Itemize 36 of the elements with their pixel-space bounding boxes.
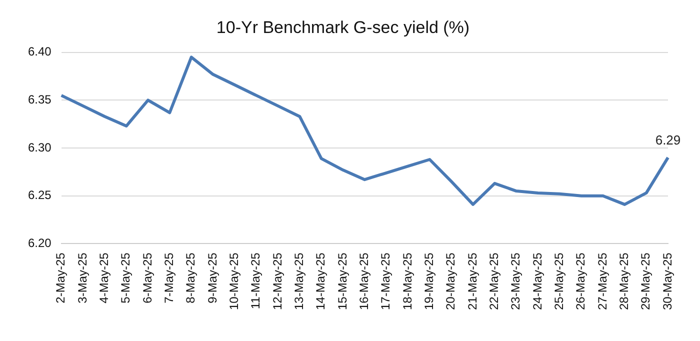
x-tick-label: 16-May-25: [356, 252, 371, 310]
x-tick-label: 23-May-25: [508, 252, 523, 310]
x-tick-label: 24-May-25: [530, 252, 544, 310]
x-tick-label: 14-May-25: [314, 252, 328, 310]
data-label: 6.29: [655, 132, 681, 148]
x-tick-label: 5-May-25: [118, 252, 133, 304]
y-tick-label: 6.35: [28, 92, 52, 107]
x-tick-label: 8-May-25: [184, 252, 198, 304]
x-tick-label: 2-May-25: [54, 252, 68, 304]
x-tick-label: 19-May-25: [422, 252, 436, 310]
x-tick-label: 7-May-25: [162, 252, 176, 304]
x-tick-label: 10-May-25: [226, 252, 241, 310]
x-tick-label: 4-May-25: [97, 252, 111, 304]
x-tick-label: 28-May-25: [616, 252, 631, 310]
y-tick-label: 6.25: [28, 188, 52, 202]
x-tick-label: 6-May-25: [140, 252, 154, 304]
x-tick-label: 27-May-25: [595, 252, 610, 310]
x-tick-label: 13-May-25: [292, 252, 306, 310]
y-tick-label: 6.30: [28, 140, 52, 154]
x-tick-label: 29-May-25: [638, 252, 653, 310]
y-tick-label: 6.20: [28, 236, 52, 250]
x-tick-label: 22-May-25: [486, 252, 501, 310]
x-tick-label: 26-May-25: [574, 252, 588, 310]
x-tick-label: 30-May-25: [660, 252, 674, 310]
chart-title: 10-Yr Benchmark G-sec yield (%): [216, 18, 470, 37]
x-tick-label: 9-May-25: [205, 252, 220, 304]
x-tick-label: 11-May-25: [248, 252, 263, 310]
x-tick-label: 18-May-25: [400, 252, 414, 310]
x-tick-label: 12-May-25: [270, 252, 284, 310]
x-tick-label: 25-May-25: [552, 252, 566, 310]
x-tick-label: 21-May-25: [465, 252, 480, 310]
x-tick-label: 17-May-25: [378, 252, 393, 310]
x-tick-label: 3-May-25: [75, 252, 90, 304]
x-tick-label: 20-May-25: [444, 252, 458, 310]
y-tick-label: 6.40: [28, 44, 52, 59]
x-tick-label: 15-May-25: [335, 252, 350, 310]
